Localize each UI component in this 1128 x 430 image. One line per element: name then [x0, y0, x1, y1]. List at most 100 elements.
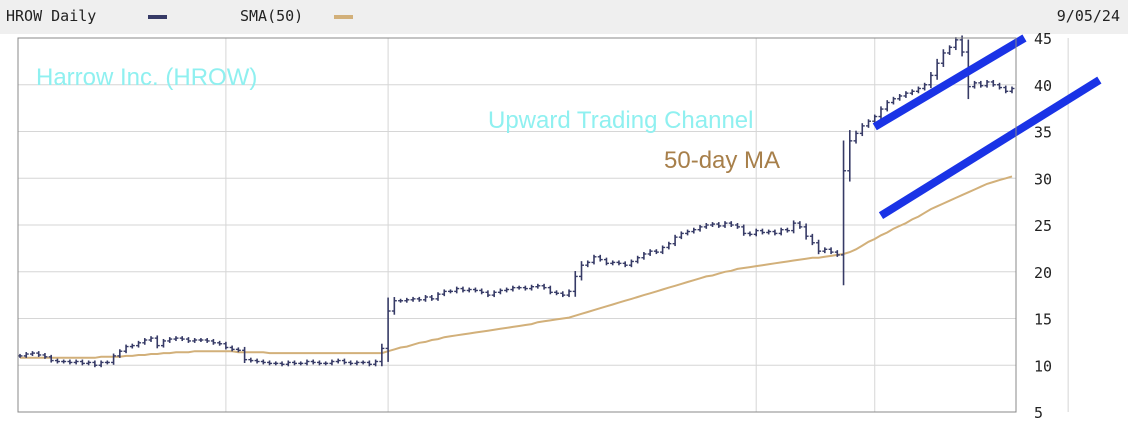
price-bar: [329, 359, 335, 366]
price-bar: [254, 358, 260, 364]
price-bar: [566, 289, 572, 298]
price-bar: [29, 351, 35, 356]
trading-channel: [872, 34, 1102, 220]
y-tick-label: 40: [1034, 77, 1052, 95]
price-bar: [398, 298, 404, 303]
price-bar: [192, 338, 198, 343]
price-bar: [691, 227, 697, 234]
price-bar: [466, 287, 472, 293]
price-bar: [878, 106, 884, 120]
price-bar: [460, 286, 466, 293]
price-bar: [441, 289, 447, 297]
price-bar: [23, 352, 29, 358]
price-bar: [210, 338, 216, 345]
price-bar: [909, 89, 915, 96]
price-bar: [54, 358, 60, 364]
price-bar: [953, 37, 959, 51]
price-bar: [641, 252, 647, 260]
price-bar: [990, 79, 996, 87]
price-bar: [872, 114, 878, 124]
price-bar: [148, 336, 154, 342]
price-bar: [859, 123, 865, 137]
price-bar: [485, 290, 491, 298]
price-bar: [940, 49, 946, 67]
price-bar: [404, 297, 410, 303]
price-bar: [628, 259, 634, 268]
chart-date: 9/05/24: [1056, 7, 1120, 25]
sma-line: [20, 175, 1013, 359]
price-bar: [666, 241, 672, 250]
price-bar: [915, 86, 921, 94]
price-bar: [934, 58, 940, 80]
price-bar: [242, 346, 248, 364]
company-annotation: Harrow Inc. (HROW): [36, 64, 257, 91]
price-bar: [491, 290, 497, 298]
chart-grid: [18, 37, 1069, 413]
price-bar: [304, 359, 310, 366]
price-bar: [703, 223, 709, 229]
price-bar: [741, 224, 747, 236]
price-bar: [759, 228, 765, 235]
price-bar: [603, 257, 609, 266]
price-bar: [547, 285, 553, 295]
price-bar: [560, 291, 566, 298]
price-bar: [204, 338, 210, 343]
price-bar: [129, 343, 135, 349]
price-bars: [17, 35, 1015, 368]
price-bar: [653, 249, 659, 255]
price-bar: [385, 297, 391, 362]
price-bar: [111, 353, 117, 365]
price-bar: [360, 360, 366, 365]
channel-annotation: Upward Trading Channel: [488, 107, 754, 134]
price-bar: [479, 288, 485, 295]
price-bar: [922, 82, 928, 91]
price-bar: [504, 287, 510, 293]
price-bar: [341, 358, 347, 365]
price-bar: [522, 285, 528, 291]
price-legend-swatch: [148, 15, 167, 19]
price-bar: [997, 82, 1003, 90]
price-bar: [185, 337, 191, 343]
price-bar: [416, 296, 422, 302]
price-bar: [591, 254, 597, 265]
y-axis-ticks: 5 10 15 20 25 30 35 40 45: [1034, 30, 1052, 422]
price-bar: [354, 360, 360, 366]
price-bar: [136, 340, 142, 348]
price-bar: [678, 231, 684, 240]
price-bar: [803, 223, 809, 240]
price-bar: [123, 344, 129, 354]
price-bar: [117, 349, 123, 358]
price-bar: [173, 336, 179, 342]
price-bar: [42, 353, 48, 359]
price-bar: [410, 296, 416, 302]
price-bar: [198, 338, 204, 342]
price-bar: [884, 100, 890, 112]
price-bar: [772, 229, 778, 236]
price-bar: [822, 247, 828, 254]
price-bar: [279, 361, 285, 367]
price-bar: [48, 354, 54, 363]
price-bar: [622, 261, 628, 268]
sma-series-line: [20, 175, 1013, 359]
price-bar: [647, 249, 653, 256]
price-bar: [728, 221, 734, 227]
price-bar: [1009, 86, 1015, 94]
price-bar: [722, 221, 728, 228]
price-bar: [984, 79, 990, 88]
price-bar: [747, 231, 753, 237]
price-bar: [160, 338, 166, 348]
sma-label: SMA(50): [240, 7, 304, 25]
plot-frame: [17, 37, 1017, 413]
y-tick-label: 30: [1034, 170, 1052, 188]
price-bar: [791, 220, 797, 234]
price-bar: [841, 140, 847, 286]
price-bar: [753, 228, 759, 237]
price-bar: [316, 360, 322, 366]
price-bar: [223, 341, 229, 350]
y-tick-label: 10: [1034, 357, 1052, 375]
price-bar: [36, 351, 42, 357]
price-bar: [816, 239, 822, 255]
price-bar: [335, 358, 341, 364]
price-bar: [828, 247, 834, 255]
price-bar: [67, 359, 73, 365]
